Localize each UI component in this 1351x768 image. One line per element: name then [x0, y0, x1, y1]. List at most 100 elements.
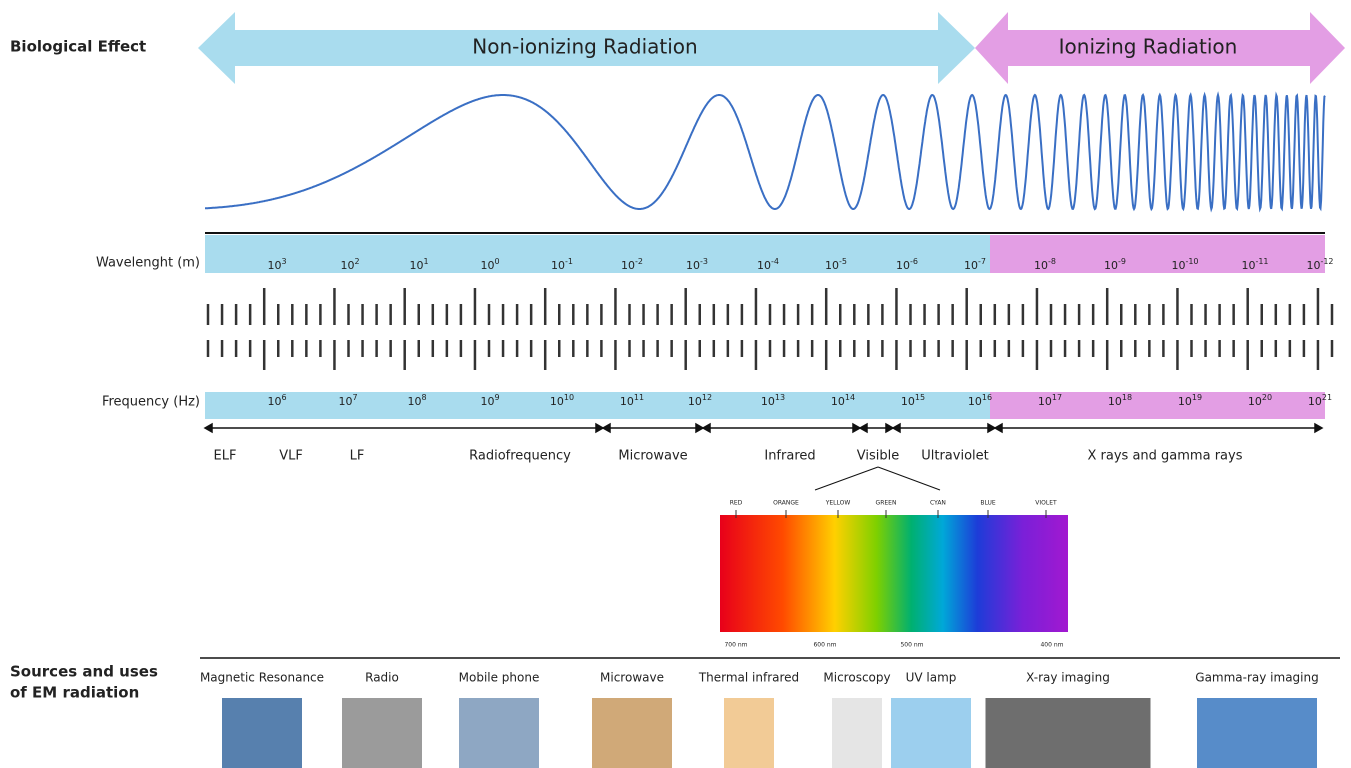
source-image	[1197, 698, 1317, 768]
frequency-tick: 1013	[761, 393, 785, 409]
wavelength-tick: 10-8	[1034, 257, 1056, 273]
frequency-tick: 1020	[1248, 393, 1272, 409]
wavelength-tick-base: 10	[409, 259, 423, 272]
frequency-tick-exponent: 12	[702, 393, 712, 402]
band-label: LF	[350, 449, 365, 464]
wavelength-tick: 103	[267, 257, 286, 273]
non-ionizing-arrow	[198, 12, 975, 84]
wavelength-tick: 10-9	[1104, 257, 1126, 273]
wavelength-tick-exponent: -1	[565, 257, 573, 266]
wavelength-tick-base: 10	[686, 259, 700, 272]
source-label: Gamma-ray imaging	[1195, 671, 1318, 685]
arrow-head	[203, 422, 605, 434]
frequency-tick-base: 10	[1248, 395, 1262, 408]
frequency-tick-base: 10	[407, 395, 421, 408]
frequency-tick: 106	[267, 393, 286, 409]
frequency-tick-exponent: 18	[1122, 393, 1132, 402]
frequency-tick: 1010	[550, 393, 574, 409]
nm-label: 700 nm	[724, 642, 747, 649]
scale-ticks: 103 102 101 100 10-1 10-2 10-3 10-4 10-5 10-6 10-7…	[206, 257, 1334, 409]
wavelength-tick-base: 10	[1171, 259, 1185, 272]
source-image	[724, 698, 774, 768]
frequency-tick: 1018	[1108, 393, 1132, 409]
wave	[205, 91, 1326, 213]
wavelength-tick-exponent: -12	[1320, 257, 1333, 266]
source-label: Mobile phone	[459, 671, 540, 685]
band-label: Infrared	[764, 449, 815, 464]
wavelength-tick: 10-3	[686, 257, 708, 273]
band-label: VLF	[279, 449, 303, 464]
frequency-tick: 107	[338, 393, 357, 409]
frequency-tick-exponent: 14	[845, 393, 855, 402]
wavelength-tick-base: 10	[896, 259, 910, 272]
source-image	[985, 698, 1151, 768]
wavelength-tick: 101	[409, 257, 428, 273]
wavelength-tick: 10-7	[964, 257, 986, 273]
wavelength-tick: 102	[340, 257, 359, 273]
frequency-tick-exponent: 21	[1322, 393, 1332, 402]
color-label: VIOLET	[1035, 500, 1057, 507]
wavelength-tick-exponent: 1	[423, 257, 428, 266]
frequency-tick-base: 10	[688, 395, 702, 408]
color-label: ORANGE	[773, 500, 799, 507]
frequency-tick-exponent: 10	[564, 393, 574, 402]
frequency-tick-exponent: 8	[421, 393, 426, 402]
wavelength-tick-exponent: -11	[1255, 257, 1268, 266]
band-label: Radiofrequency	[469, 449, 571, 464]
band-label: ELF	[214, 449, 237, 464]
frequency-tick-exponent: 16	[982, 393, 992, 402]
arrow-head	[858, 422, 895, 434]
frequency-tick: 1011	[620, 393, 644, 409]
wavelength-tick-exponent: 3	[281, 257, 286, 266]
visible-spectrum	[720, 515, 1068, 632]
wavelength-tick-exponent: -7	[978, 257, 986, 266]
wavelength-tick-base: 10	[1104, 259, 1118, 272]
wavelength-tick-exponent: 2	[354, 257, 359, 266]
sources-title: Sources and uses	[10, 663, 158, 681]
wavelength-tick: 10-11	[1241, 257, 1268, 273]
ionizing-arrow	[975, 12, 1345, 84]
wavelength-tick-base: 10	[621, 259, 635, 272]
wavelength-tick: 10-12	[1306, 257, 1333, 273]
source-image	[891, 698, 971, 768]
frequency-band-nonionizing	[205, 392, 990, 419]
frequency-tick-base: 10	[968, 395, 982, 408]
wavelength-tick: 10-5	[825, 257, 847, 273]
band-label: Ultraviolet	[921, 449, 989, 464]
wavelength-tick-exponent: -9	[1118, 257, 1126, 266]
frequency-tick-exponent: 20	[1262, 393, 1272, 402]
source-label: Magnetic Resonance	[200, 671, 324, 685]
frequency-tick: 1016	[968, 393, 992, 409]
wavelength-tick-base: 10	[825, 259, 839, 272]
wavelength-tick: 10-10	[1171, 257, 1198, 273]
wavelength-tick-base: 10	[1306, 259, 1320, 272]
frequency-tick-base: 10	[480, 395, 494, 408]
frequency-tick: 108	[407, 393, 426, 409]
frequency-tick-exponent: 15	[915, 393, 925, 402]
wavelength-tick-base: 10	[1241, 259, 1255, 272]
wavelength-tick-base: 10	[551, 259, 565, 272]
frequency-tick-exponent: 6	[281, 393, 286, 402]
ionizing-label: Ionizing Radiation	[1059, 35, 1238, 59]
frequency-tick-exponent: 19	[1192, 393, 1202, 402]
frequency-tick: 109	[480, 393, 499, 409]
source-label: Thermal infrared	[698, 671, 799, 685]
frequency-tick: 1021	[1308, 393, 1332, 409]
wavelength-tick-base: 10	[267, 259, 281, 272]
sources: Magnetic Resonance Radio Mobile phone Micro…	[200, 671, 1319, 768]
wavelength-tick-exponent: -5	[839, 257, 847, 266]
source-image	[459, 698, 539, 768]
frequency-tick: 1019	[1178, 393, 1202, 409]
frequency-tick-base: 10	[761, 395, 775, 408]
arrow-head	[601, 422, 705, 434]
band-arrows	[203, 422, 1324, 434]
wavelength-tick-exponent: -2	[635, 257, 643, 266]
band-label: Microwave	[618, 449, 687, 464]
wavelength-tick-exponent: -6	[910, 257, 918, 266]
frequency-tick: 1017	[1038, 393, 1062, 409]
frequency-tick-base: 10	[550, 395, 564, 408]
nm-label: 500 nm	[900, 642, 923, 649]
wavelength-band-ionizing	[990, 235, 1325, 273]
non-ionizing-label: Non-ionizing Radiation	[472, 35, 697, 59]
